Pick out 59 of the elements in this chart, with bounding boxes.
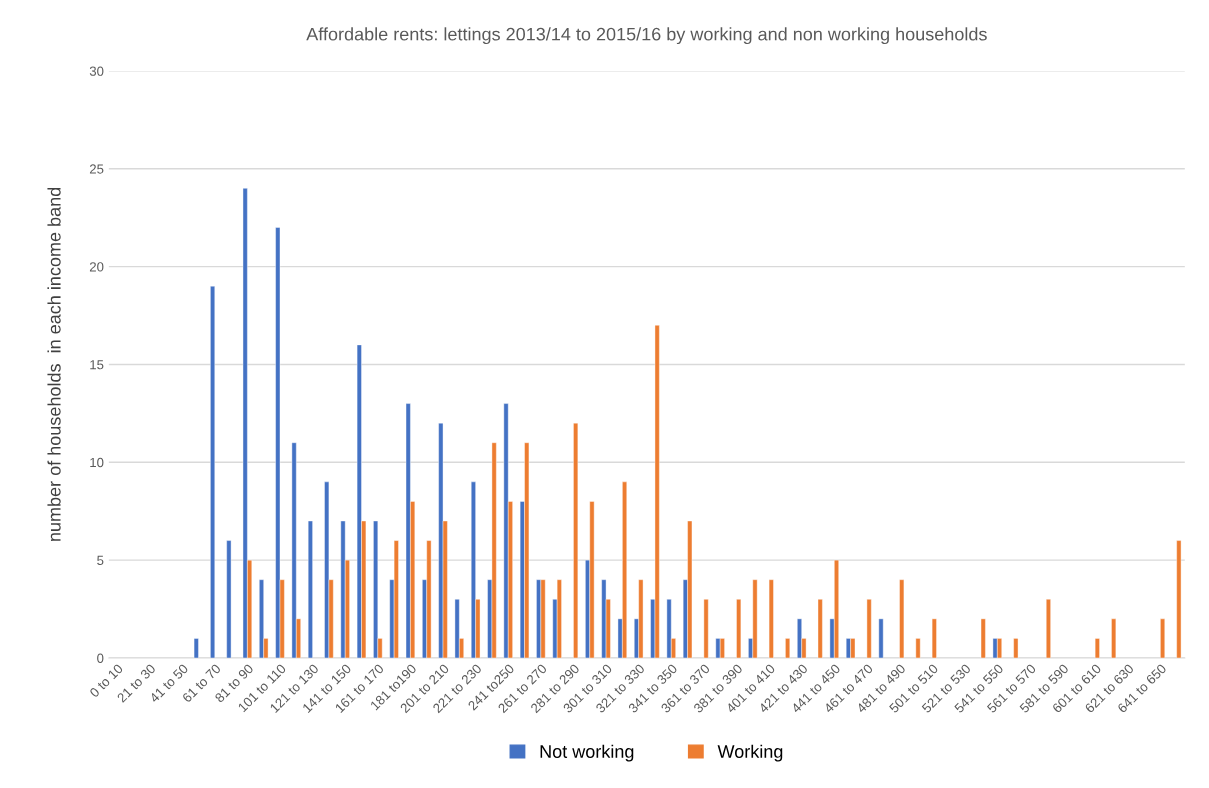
bar [915,638,921,658]
bar [899,579,905,658]
bar [324,481,330,658]
bar [687,520,693,658]
bar [573,422,579,658]
bar [393,540,399,658]
bar [503,403,509,658]
bar [438,422,444,658]
bar [785,638,790,658]
y-tick-label: 0 [97,653,104,663]
bar [719,638,725,658]
y-tick-label: 20 [89,262,104,272]
bar [193,638,199,658]
bar [589,501,595,658]
bar [1013,638,1019,658]
bar [866,599,872,658]
bar [426,540,432,658]
bar [1046,599,1051,658]
bar [1111,618,1117,658]
bar [210,285,215,658]
bar [1176,540,1182,658]
bar [666,599,672,658]
y-tick-label: 15 [90,360,104,370]
bar [654,325,660,658]
legend-label: Working [717,744,783,762]
bar [752,579,758,658]
chart-title: Affordable rents: lettings 2013/14 to 2015/16 by working and non working households [306,27,987,45]
y-tick-label: 10 [90,457,104,468]
bar [291,442,297,658]
bar [1094,638,1100,658]
bar [931,618,937,658]
y-tick-label: 30 [89,66,104,76]
y-tick-label: 25 [89,164,104,174]
bar [275,227,281,658]
bar [1160,618,1165,658]
bar [980,618,986,658]
bar [226,540,232,658]
bar [850,638,856,658]
bar [491,442,497,658]
bar [373,520,379,658]
bar [768,579,774,658]
bar [878,618,884,658]
bar [454,599,460,658]
y-axis-title: number of households in each income band [47,187,61,541]
bar [992,638,998,658]
bar [638,579,644,658]
bar [242,188,248,658]
bar [601,579,607,658]
bar [540,579,546,658]
y-tick-label: 5 [97,555,104,566]
bar [405,403,411,658]
bar [556,579,562,658]
bar [715,638,721,658]
bar [703,599,709,658]
bar [817,599,823,658]
bar [307,520,313,658]
legend-label: Not working [540,744,634,762]
bar [340,520,346,658]
bar [736,599,742,658]
